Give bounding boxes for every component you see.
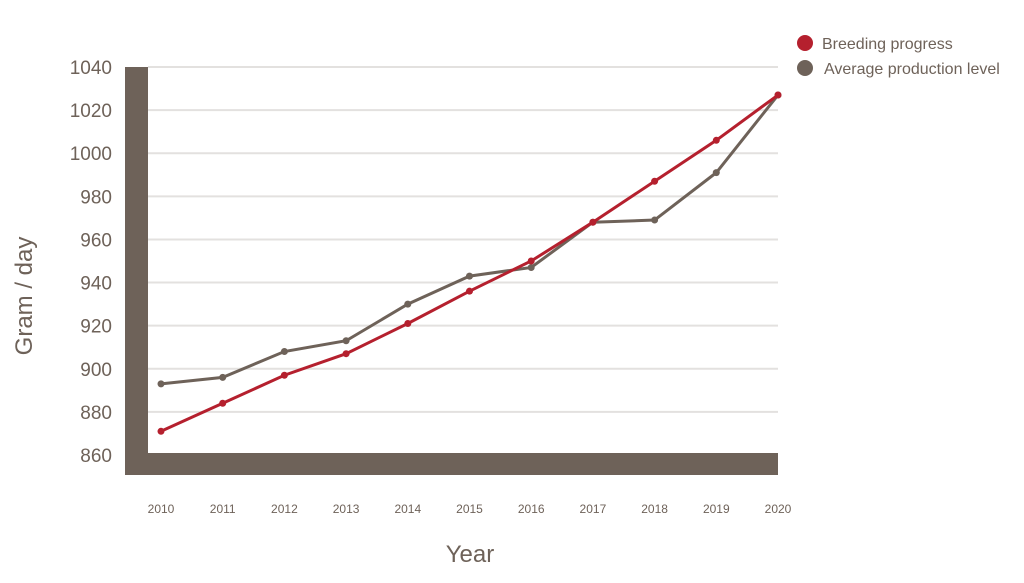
- data-point: [527, 257, 535, 265]
- legend: Breeding progress Average production lev…: [797, 35, 1000, 78]
- y-tick-label: 1000: [70, 144, 112, 165]
- y-tick-label: 900: [80, 360, 112, 381]
- legend-label-breeding: Breeding progress: [822, 36, 953, 53]
- y-tick-label: 1040: [70, 58, 112, 79]
- data-point: [342, 337, 350, 345]
- y-tick-labels: 860 880 900 920 940 960 980 1000 1020 1040: [70, 58, 112, 467]
- x-tick-label: 2014: [394, 502, 421, 516]
- y-tick-label: 1020: [70, 101, 112, 122]
- x-tick-label: 2011: [210, 502, 236, 516]
- y-tick-label: 920: [80, 317, 112, 338]
- x-axis-label: Year: [446, 541, 495, 568]
- gridlines: [148, 66, 778, 456]
- y-tick-label: 980: [80, 187, 112, 208]
- y-tick-label: 880: [80, 403, 112, 424]
- data-point: [712, 169, 720, 177]
- x-tick-label: 2012: [271, 502, 298, 516]
- data-point: [157, 380, 165, 388]
- y-tick-label: 940: [80, 274, 112, 295]
- data-point: [219, 399, 227, 407]
- x-tick-label: 2010: [148, 502, 175, 516]
- legend-marker-average: [797, 60, 813, 76]
- y-tick-label: 860: [80, 446, 112, 467]
- x-tick-labels: 2010 2011 2012 2013 2014 2015 2016 2017 2018 2019…: [148, 502, 792, 516]
- data-point: [712, 136, 720, 144]
- x-tick-label: 2019: [703, 502, 730, 516]
- data-point: [466, 272, 473, 280]
- data-point: [774, 91, 782, 99]
- legend-marker-breeding: [797, 35, 813, 51]
- data-point: [157, 427, 165, 435]
- data-point: [527, 263, 535, 271]
- data-point: [219, 373, 227, 381]
- data-point: [466, 287, 473, 295]
- y-axis-bar: [125, 67, 148, 475]
- x-tick-label: 2020: [765, 502, 792, 516]
- legend-label-average: Average production level: [824, 61, 1000, 78]
- series-group: [157, 91, 782, 435]
- y-axis-label: Gram / day: [11, 237, 38, 356]
- x-tick-label: 2016: [518, 502, 545, 516]
- x-tick-label: 2013: [333, 502, 360, 516]
- y-tick-label: 960: [80, 230, 112, 251]
- data-point: [280, 348, 288, 356]
- x-tick-label: 2015: [456, 502, 483, 516]
- data-point: [589, 218, 597, 226]
- data-point: [651, 216, 659, 224]
- data-point: [342, 350, 350, 358]
- data-point: [651, 177, 659, 185]
- data-point: [280, 371, 288, 379]
- x-tick-label: 2018: [641, 502, 668, 516]
- data-point: [404, 300, 412, 308]
- x-axis-bar: [125, 453, 778, 475]
- series-line-0: [160, 93, 779, 433]
- data-point: [404, 320, 412, 328]
- x-tick-label: 2017: [580, 502, 607, 516]
